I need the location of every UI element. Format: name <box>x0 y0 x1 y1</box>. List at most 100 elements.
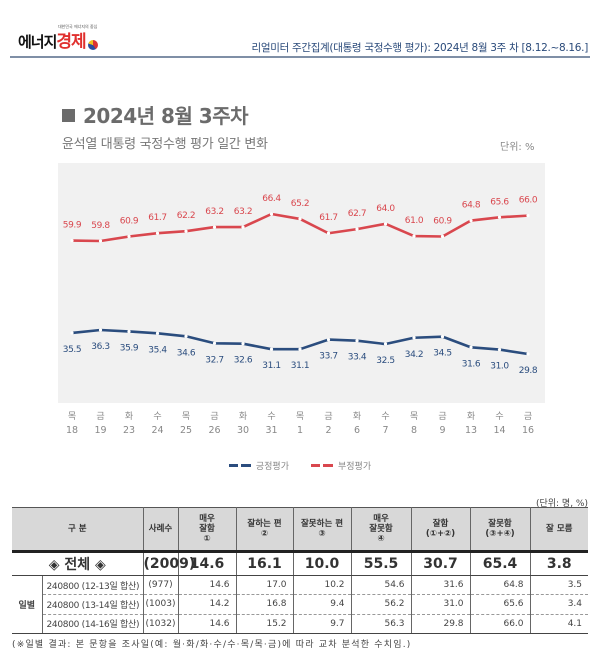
data-label: 33.4 <box>348 353 367 363</box>
table-cell: 3.5 <box>529 575 589 596</box>
data-label: 31.1 <box>291 361 309 371</box>
data-point <box>383 222 388 226</box>
data-point <box>127 329 131 334</box>
legend-swatch-negative <box>311 463 333 468</box>
legend-item-negative: 부정평가 <box>311 459 371 472</box>
x-tick-day: 31 <box>265 425 277 436</box>
table-cell: 14.2 <box>177 594 237 615</box>
x-tick-weekday: 수 <box>153 411 161 422</box>
table-cell: 14.6 <box>177 575 237 596</box>
x-tick-weekday: 금 <box>210 411 218 422</box>
row-sample: (1003) <box>142 594 179 615</box>
table-cell: 14.6 <box>177 614 237 634</box>
table-cell: 56.3 <box>350 614 412 634</box>
page-title-text: 2024년 8월 3주차 <box>83 104 249 128</box>
data-point <box>184 229 188 233</box>
data-label: 31.1 <box>262 361 280 371</box>
data-label: 32.7 <box>205 355 223 365</box>
legend-label-positive: 긍정평가 <box>255 462 289 472</box>
data-point <box>440 234 445 239</box>
data-label: 66.0 <box>519 196 538 206</box>
data-label: 60.9 <box>120 217 139 227</box>
data-label: 64.8 <box>462 201 481 211</box>
x-tick-weekday: 수 <box>495 411 503 422</box>
table-cell: 29.8 <box>410 614 471 634</box>
logo-text-red: 경제 <box>56 32 86 52</box>
data-point <box>155 331 160 335</box>
data-label: 63.2 <box>205 207 223 217</box>
data-point <box>184 334 188 338</box>
data-point <box>412 234 416 238</box>
table-cell: 65.6 <box>469 594 531 615</box>
row-sample: (977) <box>142 575 179 596</box>
x-tick-day: 23 <box>123 425 135 436</box>
table-cell: 54.6 <box>350 575 412 596</box>
data-point <box>469 345 473 349</box>
row-sample: (1032) <box>142 614 179 634</box>
data-label: 34.2 <box>405 350 423 360</box>
data-point <box>127 234 131 239</box>
data-label: 31.0 <box>490 362 509 372</box>
data-label: 32.5 <box>376 356 394 366</box>
data-point <box>298 217 302 221</box>
data-point <box>155 231 160 235</box>
data-label: 61.0 <box>405 216 424 226</box>
data-point <box>241 342 245 346</box>
x-tick-weekday: 금 <box>524 411 532 422</box>
x-tick-weekday: 수 <box>381 411 389 422</box>
x-tick-day: 6 <box>354 425 360 436</box>
x-tick-day: 19 <box>94 425 106 436</box>
data-point <box>497 215 502 219</box>
table-cell: 17.0 <box>235 575 294 596</box>
data-label: 59.9 <box>63 221 82 231</box>
x-tick-weekday: 화 <box>239 411 247 422</box>
legend-swatch-positive <box>228 463 251 468</box>
x-tick-weekday: 금 <box>324 411 332 422</box>
data-point <box>355 339 359 343</box>
data-point <box>526 214 530 218</box>
table-cell: 31.0 <box>410 594 471 615</box>
data-label: 65.2 <box>291 199 309 209</box>
data-point <box>440 335 445 339</box>
chart-plot-background <box>58 163 545 403</box>
data-label: 32.6 <box>234 356 253 366</box>
data-point <box>269 347 274 351</box>
x-tick-day: 7 <box>382 425 388 436</box>
table-unit: (단위: 명, %) <box>535 499 588 509</box>
data-point <box>70 238 74 243</box>
chart-unit: 단위: % <box>500 142 535 153</box>
page-title: 2024년 8월 3주차 <box>62 100 249 129</box>
x-tick-day: 1 <box>297 425 303 436</box>
data-label: 31.6 <box>462 359 481 369</box>
table-cell: 64.8 <box>469 575 531 596</box>
data-point <box>383 342 388 346</box>
data-point <box>298 347 302 351</box>
row-label: 240800 (14-16일 합산) <box>42 614 144 634</box>
x-tick-day: 16 <box>522 425 534 436</box>
table-cell: 14.6 <box>177 551 237 576</box>
x-tick-weekday: 목 <box>182 411 190 422</box>
x-tick-day: 14 <box>493 425 505 436</box>
data-label: 63.2 <box>234 207 252 217</box>
table-cell: 4.1 <box>529 614 589 634</box>
table-cell: 10.2 <box>292 575 352 596</box>
data-label: 62.7 <box>348 209 366 219</box>
table-row: 240800 (14-16일 합산) (1032) 14.6 15.2 9.7 … <box>12 614 589 634</box>
x-tick-day: 24 <box>151 425 163 436</box>
data-point <box>212 225 217 229</box>
row-label: 240800 (13-14일 합산) <box>42 594 144 615</box>
data-label: 64.0 <box>376 204 395 214</box>
table-cell: 65.4 <box>469 551 531 576</box>
table-cell: 55.5 <box>350 551 412 576</box>
daily-group-label: 일별 <box>12 575 43 634</box>
header-divider <box>10 56 590 58</box>
x-tick-weekday: 화 <box>353 411 361 422</box>
x-tick-day: 9 <box>439 425 445 436</box>
legend-item-positive: 긍정평가 <box>228 459 289 472</box>
x-tick-weekday: 화 <box>125 411 133 422</box>
x-tick-day: 13 <box>465 425 477 436</box>
data-label: 62.2 <box>177 211 195 221</box>
